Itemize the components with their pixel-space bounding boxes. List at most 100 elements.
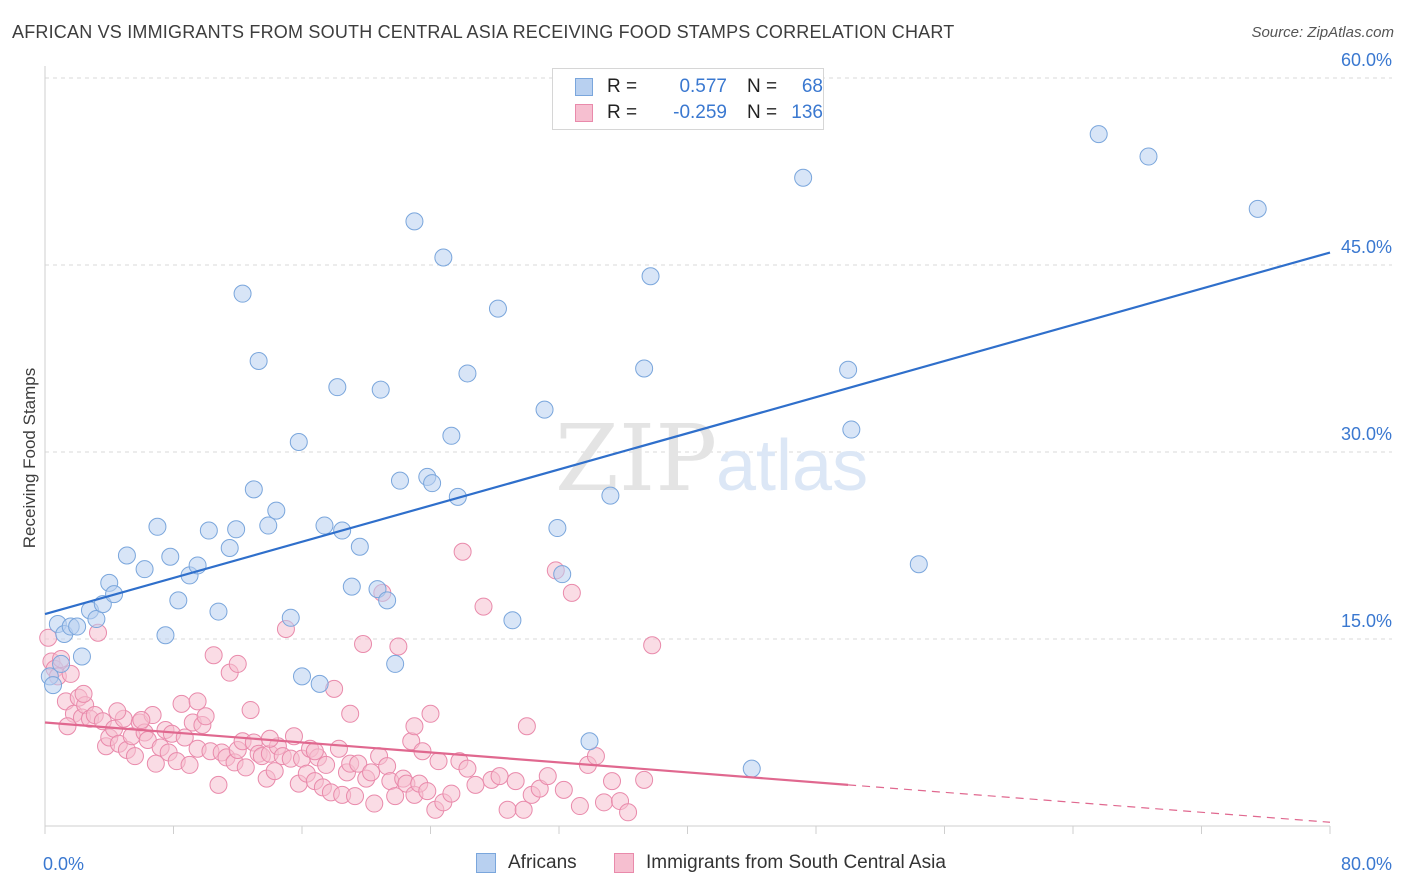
data-point-africans xyxy=(405,212,424,231)
data-point-africans xyxy=(227,520,246,539)
legend-swatch-immigrants xyxy=(575,104,593,122)
data-point-immigrants xyxy=(265,762,284,781)
data-point-immigrants xyxy=(329,739,348,758)
data-point-immigrants xyxy=(365,794,384,813)
data-point-immigrants xyxy=(490,767,509,786)
data-point-immigrants xyxy=(346,787,365,806)
data-point-africans xyxy=(52,654,71,673)
x-tick-label: 0.0% xyxy=(43,854,84,874)
data-point-africans xyxy=(209,602,228,621)
data-point-immigrants xyxy=(241,701,260,720)
data-point-africans xyxy=(434,248,453,267)
data-point-immigrants xyxy=(305,742,324,761)
legend-r-value: -0.259 xyxy=(673,102,727,123)
data-point-immigrants xyxy=(466,775,485,794)
legend-swatch-immigrants xyxy=(614,853,634,873)
watermark-atlas: atlas xyxy=(716,426,868,506)
source-label: Source: ZipAtlas.com xyxy=(1251,24,1394,41)
data-point-africans xyxy=(68,617,87,636)
data-point-africans xyxy=(458,364,477,383)
data-point-africans xyxy=(199,521,218,540)
data-point-africans xyxy=(371,380,390,399)
data-point-immigrants xyxy=(603,772,622,791)
chart-title: AFRICAN VS IMMIGRANTS FROM SOUTH CENTRAL… xyxy=(12,22,955,42)
data-point-immigrants xyxy=(180,755,199,774)
data-point-immigrants xyxy=(594,793,613,812)
trend-line-immigrants xyxy=(44,721,849,786)
y-tick-label: 15.0% xyxy=(1341,611,1392,631)
legend-row-africans: R = 0.577 N = 68 xyxy=(575,75,823,99)
watermark: ZIP atlas xyxy=(555,405,868,512)
legend-item-immigrants: Immigrants from South Central Asia xyxy=(614,852,946,874)
data-point-immigrants xyxy=(442,784,461,803)
series-africans-points xyxy=(40,125,1267,778)
data-point-africans xyxy=(390,471,409,490)
data-point-immigrants xyxy=(349,754,368,773)
data-point-immigrants xyxy=(341,704,360,723)
legend-item-africans: Africans xyxy=(476,852,577,874)
data-point-africans xyxy=(548,519,567,538)
data-point-immigrants xyxy=(362,763,381,782)
legend-n-value: 68 xyxy=(801,76,823,97)
data-point-immigrants xyxy=(570,797,589,816)
data-point-africans xyxy=(742,759,761,778)
data-point-africans xyxy=(161,547,180,566)
legend-swatch-africans xyxy=(575,78,593,96)
data-point-africans xyxy=(839,360,858,379)
legend-label-immigrants: Immigrants from South Central Asia xyxy=(646,852,946,873)
data-point-africans xyxy=(378,591,397,610)
tick-labels: 15.0% 30.0% 45.0% 60.0% 0.0% 80.0% xyxy=(43,50,1392,874)
data-point-africans xyxy=(156,626,175,645)
data-point-immigrants xyxy=(421,704,440,723)
data-point-africans xyxy=(44,676,63,695)
data-point-africans xyxy=(794,168,813,187)
data-point-africans xyxy=(220,538,239,557)
data-point-immigrants xyxy=(458,759,477,778)
data-point-africans xyxy=(488,299,507,318)
data-point-africans xyxy=(233,284,252,303)
data-point-africans xyxy=(1248,199,1267,218)
data-point-immigrants xyxy=(506,772,525,791)
data-point-immigrants xyxy=(635,770,654,789)
data-point-immigrants xyxy=(498,800,517,819)
data-point-immigrants xyxy=(429,752,448,771)
axes xyxy=(44,66,1331,834)
data-point-africans xyxy=(315,516,334,535)
data-point-africans xyxy=(267,501,286,520)
data-point-africans xyxy=(289,433,308,452)
data-point-africans xyxy=(135,560,154,579)
data-point-immigrants xyxy=(619,803,638,822)
data-point-immigrants xyxy=(554,780,573,799)
data-point-immigrants xyxy=(562,583,581,602)
legend-swatch-africans xyxy=(476,853,496,873)
legend-r-label: R = xyxy=(607,76,638,97)
watermark-zip: ZIP xyxy=(555,405,717,512)
data-point-africans xyxy=(310,674,329,693)
data-point-africans xyxy=(553,565,572,584)
data-point-immigrants xyxy=(228,654,247,673)
data-point-africans xyxy=(1139,147,1158,166)
data-point-africans xyxy=(117,546,136,565)
data-point-immigrants xyxy=(405,717,424,736)
data-point-immigrants xyxy=(389,637,408,656)
data-point-africans xyxy=(249,351,268,370)
data-point-africans xyxy=(1089,125,1108,144)
trend-line-immigrants-extension xyxy=(848,784,1331,823)
data-point-immigrants xyxy=(188,692,207,711)
data-point-immigrants xyxy=(474,597,493,616)
data-point-africans xyxy=(535,400,554,419)
legend-r-label: R = xyxy=(607,102,638,123)
data-point-africans xyxy=(148,517,167,536)
data-point-immigrants xyxy=(196,707,215,726)
data-point-africans xyxy=(293,667,311,686)
data-point-africans xyxy=(842,420,861,439)
data-point-immigrants xyxy=(209,775,228,794)
data-point-africans xyxy=(169,591,188,610)
correlation-legend: R = 0.577 N = 68 R = -0.259 N = 136 xyxy=(552,68,824,130)
legend-n-value: 136 xyxy=(791,102,823,123)
y-tick-label: 60.0% xyxy=(1341,50,1392,70)
data-point-africans xyxy=(601,486,620,505)
data-point-immigrants xyxy=(538,767,557,786)
data-point-immigrants xyxy=(236,758,255,777)
